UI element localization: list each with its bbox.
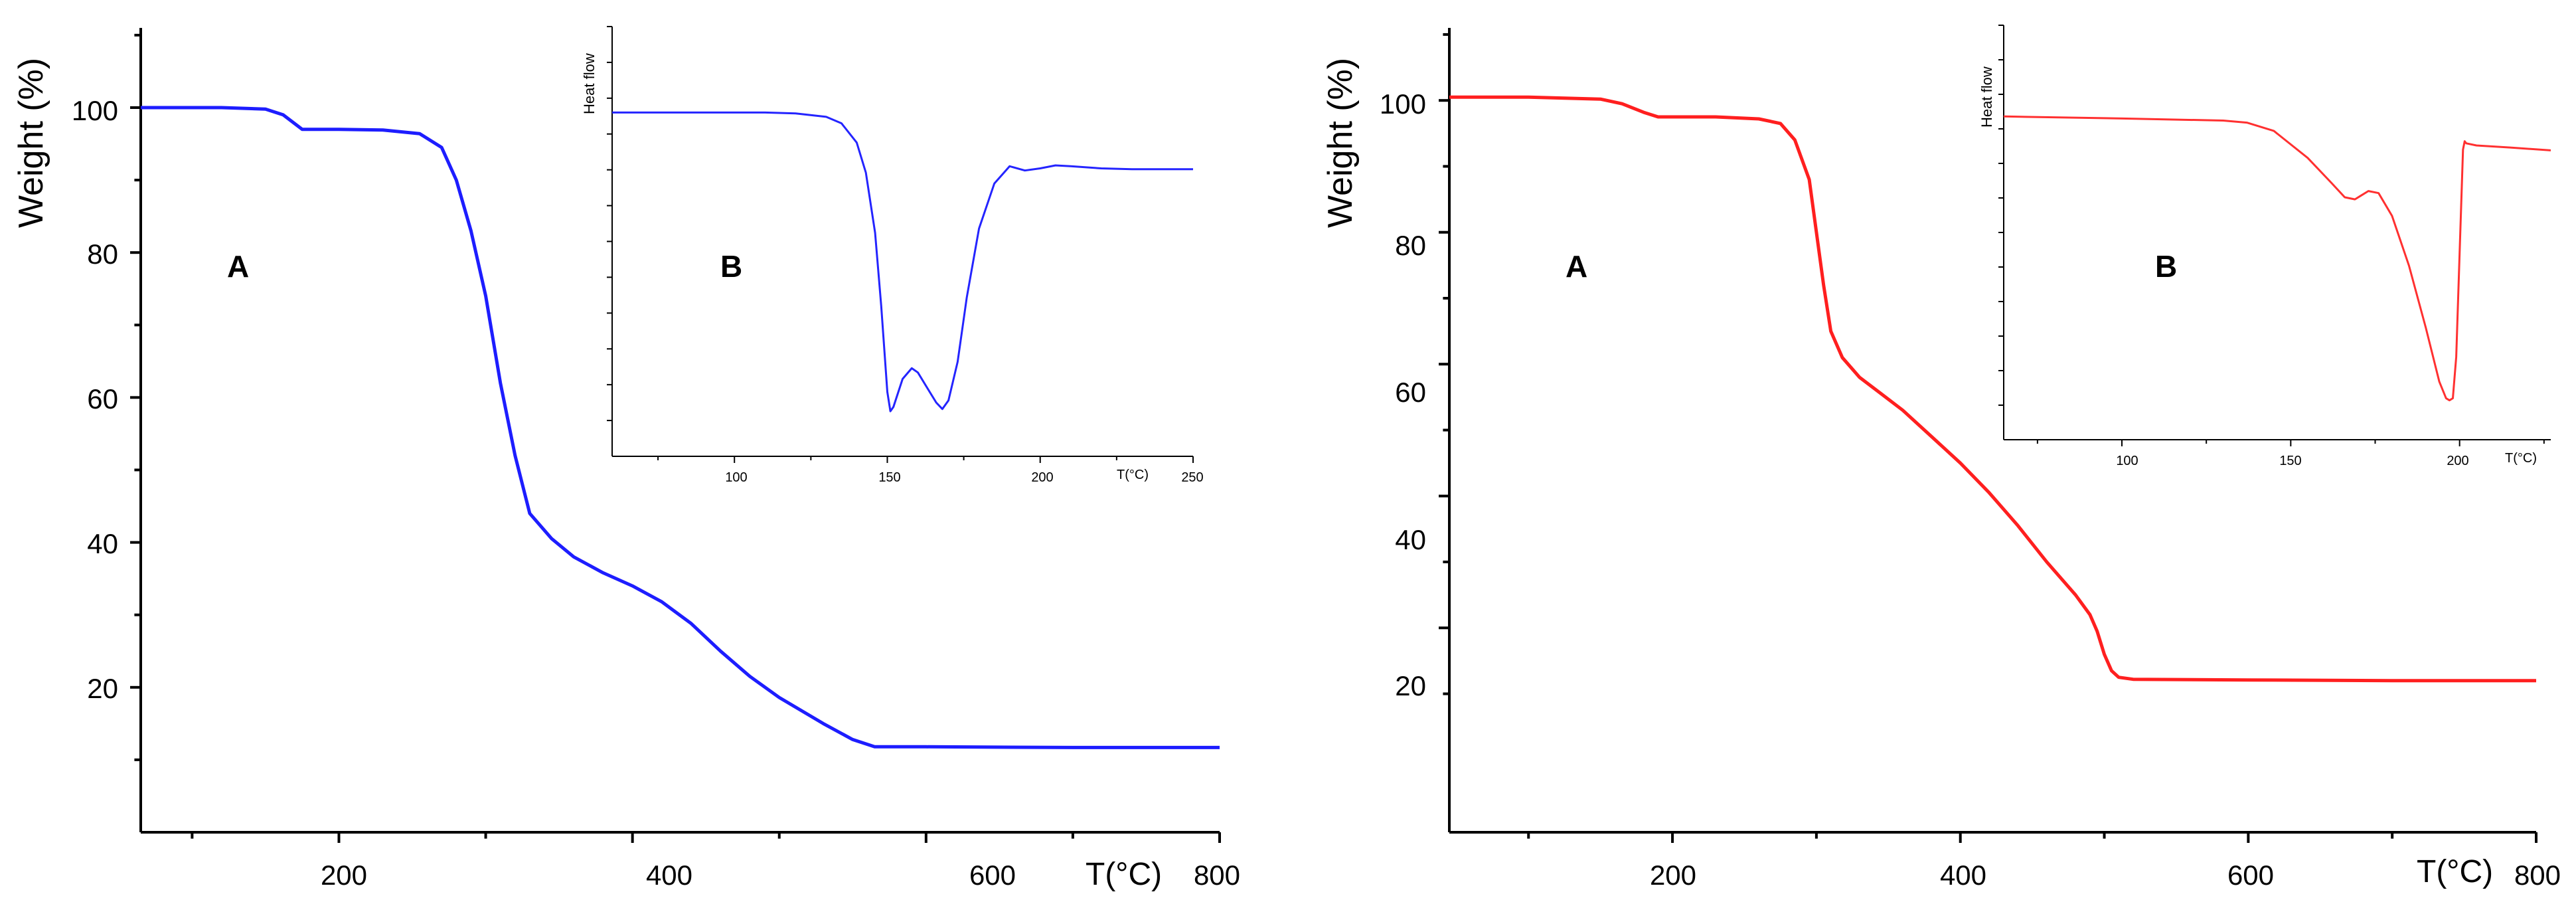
right-inset-xtick-150: 150 (2279, 454, 2301, 468)
right-y-axis-label: Weight (%) (1321, 58, 1360, 228)
left-tga-chart: 100 80 60 40 20 200 400 600 800 T(°C) We… (12, 28, 1240, 892)
right-xtick-400: 400 (1940, 859, 1986, 891)
left-x-tick-labels: 200 400 600 800 (321, 859, 1240, 891)
left-inset-xtick-200: 200 (1031, 470, 1053, 485)
left-ytick-20: 20 (87, 673, 118, 704)
right-ytick-80: 80 (1395, 230, 1426, 261)
right-inset-ticks (1998, 25, 2545, 446)
left-inset-ticks (607, 26, 1194, 463)
left-xtick-200: 200 (321, 859, 367, 891)
right-dsc-inset: 100 150 200 T(°C) Heat flow B (1978, 25, 2551, 468)
right-tga-curve (1449, 95, 2536, 683)
left-axis-ticks (130, 33, 1221, 843)
right-xtick-200: 200 (1650, 859, 1696, 891)
left-dsc-curve (612, 111, 1193, 412)
left-y-axis-label: Weight (%) (12, 58, 50, 228)
right-inset-y-axis-label: Heat flow (1978, 66, 1995, 128)
left-inset-xtick-250: 250 (1181, 470, 1203, 485)
left-inset-x-axis-label: T(°C) (1117, 468, 1149, 482)
right-axis-ticks (1439, 33, 2537, 843)
left-ytick-60: 60 (87, 383, 118, 414)
left-panel-label-a: A (227, 249, 249, 284)
right-x-tick-labels: 200 400 600 800 (1650, 859, 2561, 891)
left-inset-xtick-150: 150 (878, 470, 900, 485)
left-xtick-600: 600 (969, 859, 1016, 891)
right-panel-label-a: A (1566, 249, 1587, 284)
right-inset-xtick-100: 100 (2116, 454, 2138, 468)
left-inset-xtick-100: 100 (725, 470, 747, 485)
left-tga-curve (141, 106, 1220, 749)
right-xtick-800: 800 (2514, 859, 2561, 891)
right-ytick-40: 40 (1395, 524, 1426, 555)
left-dsc-inset: 100 150 200 250 T(°C) Heat flow B (581, 26, 1204, 485)
left-ytick-80: 80 (87, 238, 118, 270)
right-y-tick-labels: 100 80 60 40 20 (1380, 88, 1426, 701)
right-dsc-curve (2003, 115, 2551, 402)
right-inset-panel-label-b: B (2155, 249, 2177, 284)
left-x-axis-label: T(°C) (1086, 857, 1162, 892)
right-x-axis-label: T(°C) (2417, 854, 2493, 889)
left-xtick-400: 400 (646, 859, 692, 891)
left-inset-y-axis-label: Heat flow (581, 53, 598, 114)
right-ytick-60: 60 (1395, 377, 1426, 408)
left-ytick-100: 100 (72, 95, 118, 126)
left-y-tick-labels: 100 80 60 40 20 (72, 95, 118, 704)
right-tga-chart: 100 80 60 40 20 200 400 600 800 T(°C) We… (1321, 28, 2561, 891)
left-ytick-40: 40 (87, 528, 118, 559)
right-inset-xtick-200: 200 (2447, 454, 2468, 468)
right-ytick-20: 20 (1395, 670, 1426, 701)
left-xtick-800: 800 (1194, 859, 1240, 891)
left-inset-panel-label-b: B (720, 249, 742, 284)
right-inset-x-axis-label: T(°C) (2505, 451, 2537, 466)
right-ytick-100: 100 (1380, 88, 1426, 120)
right-xtick-600: 600 (2227, 859, 2274, 891)
